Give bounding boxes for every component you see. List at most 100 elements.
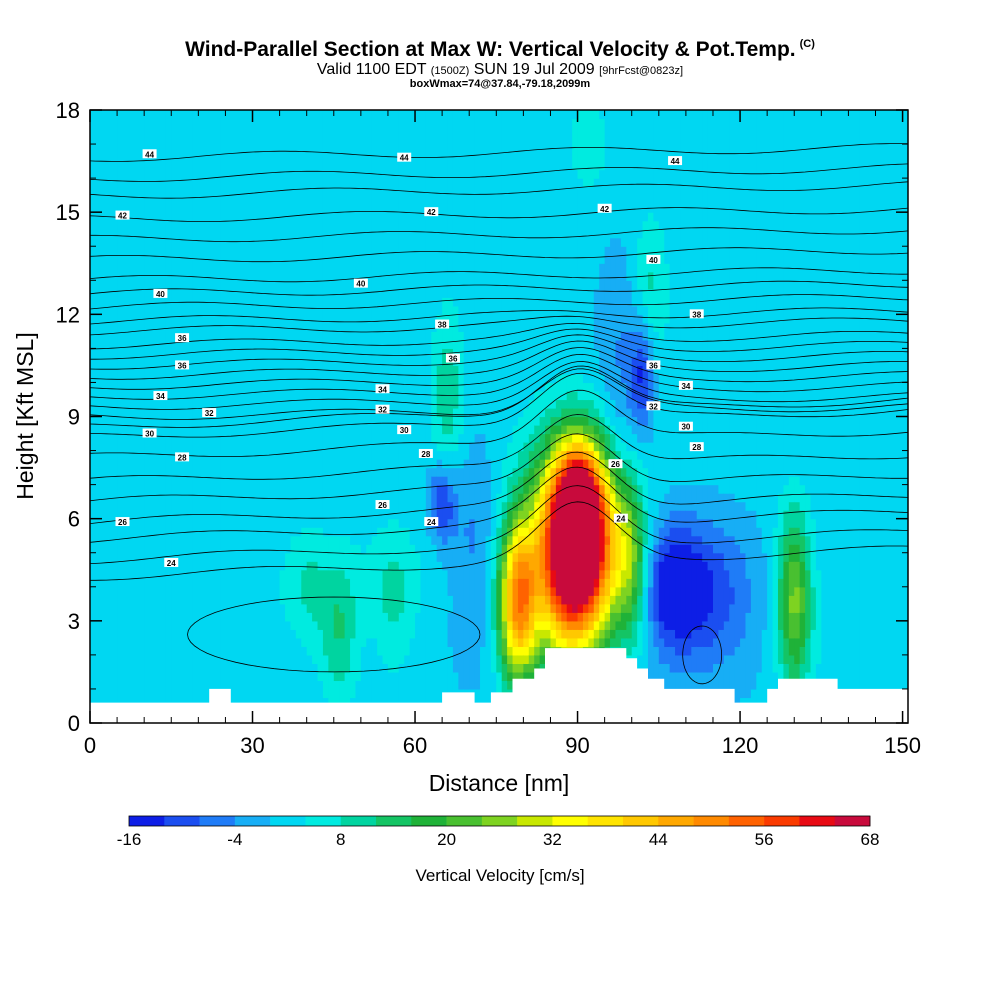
colorbar-swatch (376, 816, 412, 826)
contour-label: 32 (205, 409, 214, 418)
colorbar-swatch (693, 816, 730, 826)
contour-label-box (153, 391, 168, 401)
contour-label: 38 (692, 310, 701, 319)
colorbar-tick-label: 8 (336, 830, 345, 849)
contour-label-box (418, 448, 433, 458)
contour-label-box (142, 149, 157, 159)
colorbar-swatch (199, 816, 236, 826)
contour-label: 36 (178, 334, 187, 343)
contour-label: 32 (378, 406, 387, 415)
contour-label: 32 (649, 402, 658, 411)
contour-label-box (175, 333, 190, 343)
contour-label: 26 (118, 518, 127, 527)
contour-label: 36 (449, 355, 458, 364)
colorbar-swatch (799, 816, 836, 826)
contour-label-box (668, 156, 683, 166)
contour-label: 24 (427, 518, 436, 527)
contour-label: 36 (649, 361, 658, 370)
colorbar-swatch (728, 816, 765, 826)
y-tick-label: 6 (68, 507, 80, 532)
colorbar-swatch (481, 816, 518, 826)
colorbar-swatch (552, 816, 589, 826)
contour-label-box (646, 254, 661, 264)
colorbar-swatch (305, 816, 342, 826)
contour-label: 40 (649, 256, 658, 265)
contour-label: 30 (681, 423, 690, 432)
contour-label-box (397, 152, 412, 162)
x-tick-label: 120 (722, 733, 759, 758)
colorbar-swatch (129, 816, 165, 826)
forecast-info: [9hrFcst@0823z] (599, 65, 684, 77)
contour-label: 44 (145, 150, 154, 159)
colorbar-swatch (164, 816, 200, 826)
contour-label-box (202, 408, 217, 418)
colorbar-tick-label: 56 (755, 830, 774, 849)
y-tick-label: 15 (56, 200, 80, 225)
colorbar-label: Vertical Velocity [cm/s] (415, 866, 584, 885)
contour-label: 34 (156, 392, 165, 401)
contour-label-box (678, 380, 693, 390)
valid-utc: (1500Z) (430, 65, 470, 77)
colorbar-swatch (270, 816, 306, 826)
contour-label-box (375, 500, 390, 510)
colorbar-swatch (587, 816, 624, 826)
contour-label-box (689, 309, 704, 319)
contour-label-box (678, 421, 693, 431)
y-tick-label: 18 (56, 98, 80, 123)
contour-label-box (646, 360, 661, 370)
contour-label-box (115, 517, 130, 527)
copyright-mark: (C) (799, 38, 815, 50)
colorbar-swatch (234, 816, 271, 826)
contour-labels: 44 44 44 42 42 42 40 40 40 38 38 36 36 36 36 34 34 34 32 32… (115, 149, 704, 568)
y-tick-label: 9 (68, 405, 80, 430)
x-axis-label: Distance [nm] (429, 770, 570, 796)
colorbar-tick-label: 32 (543, 830, 562, 849)
contour-label: 42 (427, 208, 436, 217)
colorbar-swatch (834, 816, 871, 826)
contour-label-box (613, 513, 628, 523)
contour-label-box (375, 404, 390, 414)
contour-label: 44 (671, 157, 680, 166)
colorbar-tick-label: -4 (227, 830, 242, 849)
contour-label: 30 (145, 430, 154, 439)
contour-label-box (435, 319, 450, 329)
contour-label: 40 (156, 290, 165, 299)
colorbar-swatch (623, 816, 659, 826)
colorbar: -16 -4 8 20 32 44 56 68 (117, 815, 880, 849)
colorbar-swatch (658, 816, 694, 826)
contour-label-box (164, 557, 179, 567)
contour-label-box (646, 401, 661, 411)
y-tick-label: 0 (68, 711, 80, 736)
x-tick-label: 30 (240, 733, 264, 758)
contour-label-box (689, 442, 704, 452)
contour-label-box (424, 517, 439, 527)
contour-label-box (142, 428, 157, 438)
terrain-mask (90, 648, 908, 723)
contour-label-box (424, 207, 439, 217)
contour-label: 38 (438, 321, 447, 330)
contour-label-box (175, 452, 190, 462)
x-tick-label: 90 (565, 733, 589, 758)
contour-label: 28 (692, 443, 701, 452)
contour-label: 42 (600, 205, 609, 214)
colorbar-tick-label: 20 (437, 830, 456, 849)
chart-subtitle: Valid 1100 EDT (1500Z) SUN 19 Jul 2009 [… (0, 61, 1000, 79)
colorbar-tick-label: 68 (861, 830, 880, 849)
contour-label-box (397, 425, 412, 435)
colorbar-frame (128, 815, 871, 827)
potential-temperature-contours (90, 143, 908, 685)
colorbar-swatch (517, 816, 553, 826)
y-axis-label: Height [Kft MSL] (12, 332, 38, 499)
box-info: boxWmax=74@37.84,-79.18,2099m (409, 78, 591, 90)
contour-label: 26 (378, 501, 387, 510)
contour-label-box (608, 459, 623, 469)
contour-label: 34 (681, 382, 690, 391)
contour-label: 28 (178, 453, 187, 462)
contour-label-box (445, 353, 460, 363)
colorbar-swatch (411, 816, 447, 826)
contour-label: 34 (378, 385, 387, 394)
colorbar-tick-label: 44 (649, 830, 668, 849)
valid-date: SUN 19 Jul 2009 (473, 61, 595, 78)
